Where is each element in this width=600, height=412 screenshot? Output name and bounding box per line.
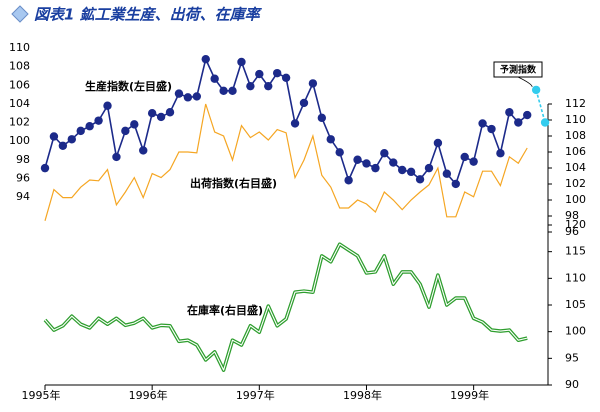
y-tick-label: 98 xyxy=(16,153,30,166)
series-marker xyxy=(76,126,85,136)
y2-tick-label: 100 xyxy=(565,325,586,338)
series-label: 在庫率(右目盛) xyxy=(187,303,263,317)
series-marker xyxy=(353,155,362,164)
y2-tick-label: 96 xyxy=(565,225,579,238)
series-marker xyxy=(335,148,344,157)
series-marker xyxy=(85,122,94,131)
series-marker xyxy=(308,79,318,88)
series-marker xyxy=(281,73,291,83)
series-marker xyxy=(121,126,130,136)
y-tick-label: 110 xyxy=(9,41,30,54)
series-marker xyxy=(460,152,469,162)
series-marker xyxy=(228,86,237,96)
series-line xyxy=(43,242,528,372)
series-marker xyxy=(67,135,76,144)
series-label: 出荷指数(右目盛) xyxy=(190,176,277,190)
series-marker xyxy=(174,89,184,98)
series-marker xyxy=(139,146,148,155)
series-marker xyxy=(272,68,282,78)
series-marker xyxy=(442,169,452,178)
series-marker xyxy=(94,116,103,125)
series-marker xyxy=(406,167,416,177)
series-marker xyxy=(147,108,157,118)
title-icon xyxy=(11,5,29,23)
y2-tick-label: 115 xyxy=(565,245,586,258)
series-label: 生産指数(左目盛) xyxy=(85,79,172,93)
series-marker xyxy=(219,86,228,96)
series-marker xyxy=(156,112,166,122)
series-marker xyxy=(264,81,273,91)
y2-tick-label: 105 xyxy=(565,298,586,311)
x-tick-label: 1998年 xyxy=(343,388,382,402)
y-tick-label: 100 xyxy=(9,134,30,147)
y-tick-label: 94 xyxy=(16,190,30,203)
series-marker xyxy=(478,119,487,128)
series-marker xyxy=(371,163,380,173)
series-marker xyxy=(531,85,541,95)
y-tick-label: 102 xyxy=(9,116,30,129)
series-marker xyxy=(165,108,175,117)
series-marker xyxy=(237,57,246,67)
series-line xyxy=(44,103,528,221)
series-marker xyxy=(496,149,505,158)
y2-tick-label: 110 xyxy=(565,271,586,284)
series-marker xyxy=(201,54,210,64)
series-marker xyxy=(103,101,112,110)
series-marker xyxy=(344,176,353,185)
series-line xyxy=(535,89,546,123)
y-tick-label: 104 xyxy=(9,97,30,110)
y-tick-label: 106 xyxy=(9,78,30,91)
series-marker xyxy=(317,113,327,123)
series-marker xyxy=(433,138,443,148)
series-marker xyxy=(505,108,514,117)
series-marker xyxy=(469,157,478,166)
series-marker xyxy=(389,158,398,167)
series-marker xyxy=(326,135,335,144)
forecast-label: 予測指数 xyxy=(500,64,537,76)
series-marker xyxy=(290,119,300,128)
y2-tick-label: 112 xyxy=(565,97,586,110)
y2-tick-label: 95 xyxy=(565,351,579,364)
chart-title: 図表1 鉱工業生産、出荷、在庫率 xyxy=(34,6,263,24)
series-marker xyxy=(112,152,121,162)
y2-tick-label: 102 xyxy=(565,177,586,190)
series-marker xyxy=(398,165,407,175)
series-marker xyxy=(514,118,523,127)
x-tick-label: 1995年 xyxy=(22,388,61,402)
y2-tick-label: 110 xyxy=(565,113,586,126)
y-tick-label: 108 xyxy=(9,60,30,73)
series-marker xyxy=(246,81,255,91)
series-marker xyxy=(58,141,68,150)
series-marker xyxy=(451,179,460,189)
y2-tick-label: 106 xyxy=(565,145,586,158)
series-marker xyxy=(183,93,193,102)
series-marker xyxy=(380,149,389,158)
y2-tick-label: 98 xyxy=(565,209,579,222)
y2-tick-label: 120 xyxy=(565,218,586,231)
series-marker xyxy=(523,110,532,120)
series-marker xyxy=(540,118,550,127)
y-tick-label: 96 xyxy=(16,171,30,184)
series-marker xyxy=(487,124,496,134)
y2-tick-label: 90 xyxy=(565,378,579,391)
x-tick-label: 1997年 xyxy=(236,388,275,402)
series-marker xyxy=(40,163,50,173)
y2-tick-label: 104 xyxy=(565,161,586,174)
series-marker xyxy=(49,132,59,141)
y2-tick-label: 108 xyxy=(565,129,586,142)
y2-tick-label: 100 xyxy=(565,193,586,206)
x-tick-label: 1996年 xyxy=(129,388,168,402)
series-marker xyxy=(415,175,425,184)
series-line-inner xyxy=(44,243,528,371)
series-marker xyxy=(362,159,371,168)
series-marker xyxy=(210,74,219,83)
series-marker xyxy=(192,92,202,101)
series-marker xyxy=(299,98,309,108)
series-marker xyxy=(424,163,434,173)
series-marker xyxy=(255,69,264,79)
series-marker xyxy=(130,120,139,129)
x-tick-label: 1999年 xyxy=(450,388,489,402)
forecast-arrow xyxy=(517,76,533,88)
